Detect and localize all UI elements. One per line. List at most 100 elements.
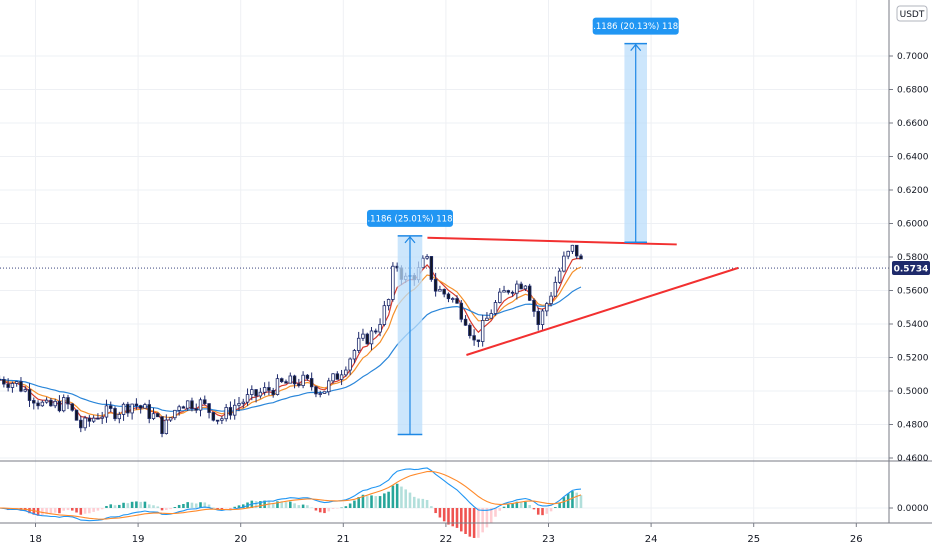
candle-body bbox=[527, 285, 532, 301]
candle-body bbox=[574, 244, 579, 257]
candle-body bbox=[113, 408, 117, 420]
candle-body bbox=[194, 408, 198, 411]
candle-body bbox=[451, 298, 455, 300]
macd-histogram-bar bbox=[353, 500, 356, 508]
macd-histogram-bar bbox=[203, 502, 207, 508]
measure-tools[interactable]: 0.1186 (25.01%) 1186 0.1186 (20.13%) 1186 bbox=[362, 17, 684, 436]
candle-body bbox=[339, 374, 344, 380]
moving-average-line bbox=[0, 286, 582, 412]
x-tick-label: 24 bbox=[645, 534, 658, 545]
candle-body bbox=[301, 374, 305, 386]
macd-histogram-bar bbox=[156, 506, 160, 508]
macd-histogram-bar bbox=[327, 508, 331, 512]
macd-histogram-bar bbox=[280, 501, 284, 508]
x-tick-label: 18 bbox=[29, 534, 42, 545]
trendlines[interactable] bbox=[427, 236, 739, 356]
candle-body bbox=[510, 291, 515, 294]
candle-body bbox=[74, 409, 79, 421]
macd-histogram-bar bbox=[489, 508, 493, 523]
macd-histogram-bar bbox=[100, 508, 104, 510]
macd-histogram-bar bbox=[528, 504, 531, 508]
candle-body bbox=[498, 291, 502, 303]
candle-body bbox=[207, 403, 211, 413]
candle-body bbox=[361, 333, 365, 339]
macd-histogram-bar bbox=[314, 508, 318, 511]
candle-body bbox=[292, 375, 297, 385]
macd-histogram-bar bbox=[212, 507, 215, 508]
y-tick-label: 0.6000 bbox=[897, 220, 929, 230]
trendline bbox=[427, 236, 677, 246]
macd-histogram-bar bbox=[75, 508, 78, 513]
candle-body bbox=[121, 403, 126, 415]
candle-body bbox=[168, 417, 173, 421]
macd-y-tick-label: 0.0000 bbox=[897, 504, 929, 514]
y-tick-label: 0.6200 bbox=[897, 186, 929, 196]
price-axis[interactable]: 0.7000 0.6800 0.6600 0.6400 0.6200 0.6000 0.58… bbox=[888, 0, 929, 523]
macd-histogram-bar bbox=[404, 489, 407, 508]
candle-body bbox=[160, 416, 164, 434]
macd-histogram-bar bbox=[464, 508, 467, 534]
candle-body bbox=[489, 313, 493, 319]
candle-body bbox=[562, 255, 566, 272]
x-tick-label: 20 bbox=[234, 534, 247, 545]
macd-histogram-bar bbox=[549, 508, 553, 512]
candle-body bbox=[579, 255, 583, 260]
candle-body bbox=[356, 337, 361, 351]
candle-body bbox=[468, 324, 472, 337]
candle-body bbox=[232, 404, 237, 416]
macd-histogram-bar bbox=[336, 508, 339, 509]
candle-body bbox=[126, 403, 130, 414]
x-tick-label: 23 bbox=[542, 534, 555, 545]
measure-label: 0.1186 (25.01%) 1186 bbox=[362, 214, 458, 224]
candle-body bbox=[181, 406, 186, 409]
candle-body bbox=[130, 403, 134, 414]
macd-histogram-bar bbox=[511, 503, 514, 508]
candle-body bbox=[250, 389, 254, 395]
candle-body bbox=[327, 380, 331, 393]
macd-histogram-bar bbox=[297, 505, 301, 508]
macd-histogram-bar bbox=[237, 505, 241, 508]
candle-body bbox=[536, 310, 540, 326]
candle-body bbox=[138, 405, 143, 409]
macd-histogram-bar bbox=[558, 502, 561, 508]
macd-histogram-bar bbox=[70, 508, 74, 511]
candle-body bbox=[40, 401, 45, 407]
macd-pane[interactable]: 0.0000 bbox=[0, 467, 929, 538]
y-tick-label: 0.5600 bbox=[897, 287, 929, 297]
macd-histogram-bar bbox=[284, 502, 288, 508]
measure-label-box bbox=[592, 17, 679, 35]
candle-body bbox=[87, 417, 92, 422]
macd-histogram-bar bbox=[348, 503, 352, 508]
candle-body bbox=[156, 413, 160, 418]
macd-histogram-bar bbox=[41, 508, 44, 516]
measure-tool: 0.1186 (25.01%) 1186 bbox=[362, 209, 458, 436]
macd-histogram-bar bbox=[400, 486, 403, 508]
macd-histogram-bar bbox=[293, 503, 296, 508]
currency-badge[interactable]: USDT bbox=[896, 5, 928, 22]
candle-body bbox=[540, 310, 545, 326]
candle-body bbox=[228, 407, 233, 416]
candle-body bbox=[391, 265, 395, 300]
macd-histogram-bar bbox=[532, 508, 536, 510]
candle-body bbox=[519, 283, 523, 290]
candle-body bbox=[523, 285, 528, 290]
macd-histogram-bar bbox=[139, 501, 142, 508]
y-tick-label: 0.4600 bbox=[897, 454, 929, 464]
candle-body bbox=[280, 378, 284, 383]
candle-body bbox=[553, 281, 558, 297]
macd-histogram-bar bbox=[562, 497, 566, 508]
x-tick-label: 19 bbox=[132, 534, 145, 545]
macd-histogram-bar bbox=[173, 507, 177, 508]
x-tick-label: 21 bbox=[337, 534, 350, 545]
candle-body bbox=[566, 250, 570, 257]
candle-body bbox=[241, 401, 245, 404]
time-axis[interactable]: 18 19 20 21 22 23 24 25 26 bbox=[0, 522, 932, 545]
macd-histogram-bar bbox=[365, 496, 369, 508]
macd-histogram-bar bbox=[370, 495, 373, 508]
candle-body bbox=[143, 404, 147, 409]
macd-histogram-bar bbox=[519, 501, 523, 508]
candle-body bbox=[309, 378, 314, 388]
macd-histogram-bar bbox=[194, 503, 198, 508]
measure-label: 0.1186 (20.13%) 1186 bbox=[588, 22, 684, 32]
